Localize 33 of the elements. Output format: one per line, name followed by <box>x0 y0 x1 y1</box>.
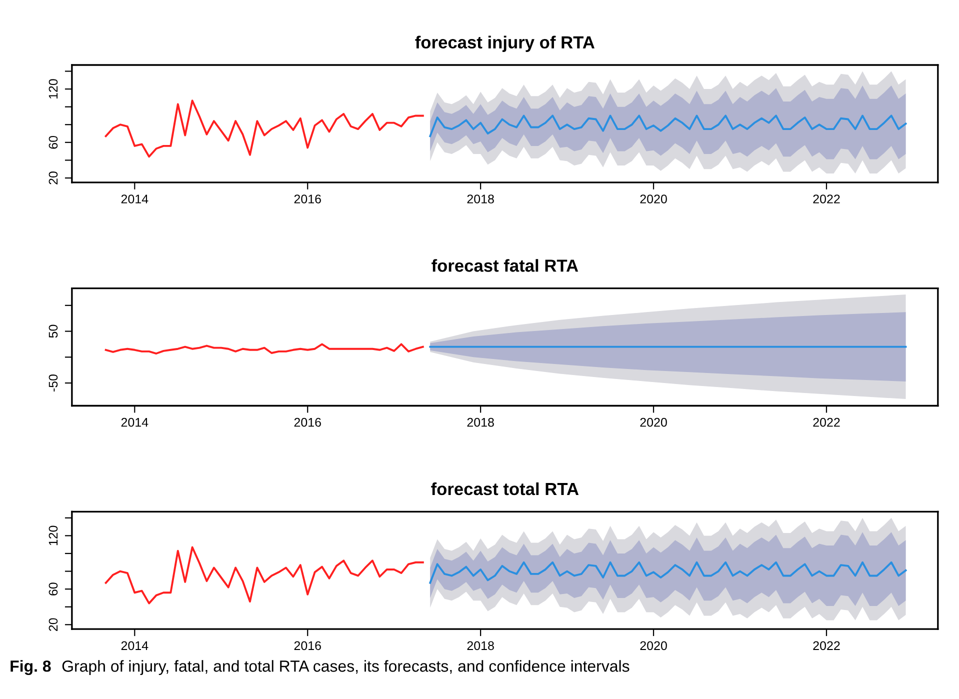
y-tick-label: 20 <box>48 172 58 184</box>
x-tick-label: 2014 <box>121 418 148 427</box>
y-tick-label: 120 <box>48 526 58 546</box>
x-tick-label: 2016 <box>294 641 321 650</box>
y-tick-label: -50 <box>48 374 58 392</box>
x-tick-label: 2016 <box>294 418 321 427</box>
x-tick-label: 2014 <box>121 641 148 650</box>
x-tick-label: 2022 <box>813 641 840 650</box>
x-tick-label: 2022 <box>813 418 840 427</box>
y-tick-label: 20 <box>48 618 58 631</box>
chart-title: forecast total RTA <box>431 482 579 496</box>
x-tick-label: 2018 <box>467 194 494 204</box>
chart-title: forecast injury of RTA <box>415 36 594 52</box>
chart-title: forecast fatal RTA <box>432 259 578 272</box>
y-tick-label: 50 <box>48 324 58 338</box>
x-tick-label: 2018 <box>467 641 494 650</box>
caption: Fig. 8 <box>10 660 51 676</box>
x-tick-label: 2014 <box>121 194 148 204</box>
line-series <box>429 561 907 584</box>
line-series <box>104 343 424 354</box>
x-tick-label: 2020 <box>640 194 667 204</box>
text: Graph of injury, fatal, and total RTA cases, its forecasts, and confidence intervals <box>62 660 630 675</box>
x-tick-label: 2018 <box>467 418 494 427</box>
line-series <box>429 114 907 138</box>
y-tick-label: 60 <box>48 582 58 596</box>
x-tick-label: 2016 <box>294 194 321 204</box>
x-tick-label: 2020 <box>640 641 667 650</box>
y-tick-label: 60 <box>48 136 58 149</box>
y-tick-label: 120 <box>48 79 58 98</box>
line-series <box>104 100 424 158</box>
x-tick-label: 2022 <box>813 194 840 204</box>
line-series <box>104 546 424 604</box>
x-tick-label: 2020 <box>640 418 667 427</box>
